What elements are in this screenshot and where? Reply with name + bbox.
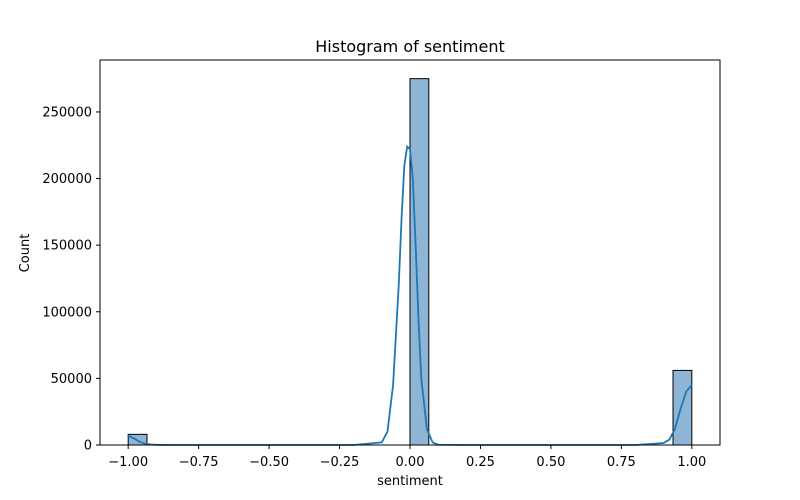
x-tick-label: 0.50 xyxy=(536,455,565,470)
y-tick-label: 200000 xyxy=(42,172,92,187)
x-tick-label: 1.00 xyxy=(677,455,706,470)
x-tick-label: −0.75 xyxy=(179,455,219,470)
y-tick-label: 150000 xyxy=(42,239,92,254)
x-tick-label: −0.25 xyxy=(320,455,360,470)
histogram-bar xyxy=(672,369,693,446)
y-axis-label: Count xyxy=(18,234,33,273)
y-tick-label: 50000 xyxy=(51,372,92,387)
x-tick-label: 0.25 xyxy=(466,455,495,470)
x-tick-label: 0.00 xyxy=(396,455,425,470)
histogram-bar xyxy=(409,78,430,446)
chart-title: Histogram of sentiment xyxy=(315,37,504,56)
y-tick-label: 0 xyxy=(84,439,92,454)
x-tick-label: 0.75 xyxy=(607,455,636,470)
x-axis-label: sentiment xyxy=(377,474,443,489)
plot-area: −1.00 −0.75 −0.50 −0.25 0.00 0.25 0.50 0.75 1.00… xyxy=(42,59,721,470)
y-tick-label: 100000 xyxy=(42,305,92,320)
x-tick-label: −0.50 xyxy=(249,455,289,470)
x-tick-label: −1.00 xyxy=(108,455,148,470)
y-tick-label: 250000 xyxy=(42,105,92,120)
